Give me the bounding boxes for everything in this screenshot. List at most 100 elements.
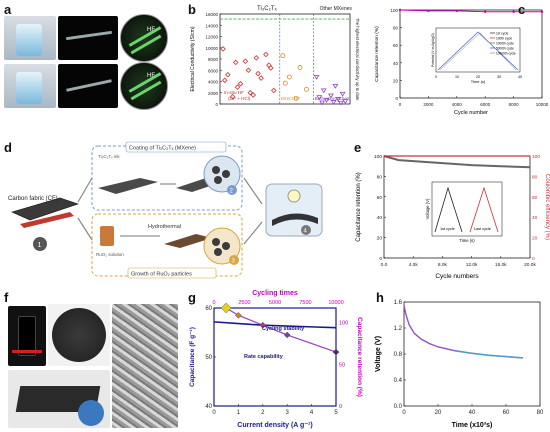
b-group-label-both: Both approaches [315, 96, 350, 101]
b-group-label-directhf: Direct HF [281, 96, 301, 101]
g-ylabel: Capacitance (F g⁻¹) [189, 327, 196, 387]
b-group-label-insitu-sub: (LiF + HCl) [228, 96, 251, 101]
panel-label-g: g [188, 290, 196, 305]
b-ytick-label: 12000 [205, 35, 218, 40]
step-3-marker [229, 255, 239, 265]
b-other-title: Other MXenes [320, 6, 353, 12]
e-ytick-label: 40 [377, 215, 383, 221]
c-inset-xtick: 30 [497, 75, 501, 79]
mxene-disc-photo [48, 304, 110, 366]
e-retention-line [383, 155, 531, 169]
b-point-directhf [282, 80, 288, 86]
step-1-marker [33, 237, 47, 251]
b-point-insitu [225, 71, 231, 78]
g-xtick-label: 2 [261, 410, 265, 416]
b-ytick-label: 16000 [205, 12, 218, 17]
h-xtick-label: 20 [435, 410, 442, 416]
coating-label: Coating of Ti₃C₂Tₓ (MXene) [129, 146, 196, 152]
step-2-marker [227, 185, 237, 195]
b-point-both [313, 75, 320, 80]
b-point-both [332, 84, 339, 89]
ruo2-fabric [164, 234, 212, 248]
b-point-both [337, 100, 344, 106]
b-point-directhf [297, 65, 303, 70]
g-title: Cycling times [252, 290, 298, 297]
c-xtick-label: 10000 [536, 102, 549, 107]
e-right-tick-label: 20 [532, 236, 538, 242]
c-xtick-label: 6000 [480, 102, 491, 107]
e-ylabel-left: Capacitance retention (%) [356, 172, 362, 241]
panel-c: c 0 20 40 60 80 100 0 2000 4000 6000 8000 10000 Capa… [370, 0, 550, 118]
b-ytick-label: 0 [215, 102, 218, 107]
b-ytick-label: 6000 [208, 68, 219, 73]
step-3-label: 3 [232, 259, 236, 265]
g-xtick-label: 1 [237, 410, 241, 416]
b-annotation: The highest electrical conductivity up t… [355, 18, 360, 101]
b-ytick-label: 2000 [208, 91, 219, 96]
step-4-marker [301, 225, 311, 235]
growth-title-box [127, 267, 217, 279]
panel-label-a: a [4, 2, 12, 17]
g-top-tick-label: 10000 [328, 300, 343, 306]
c-inset-curve [437, 31, 519, 71]
h-xlabel: Time (x10³s) [452, 422, 493, 429]
c-inset-xtick: 20 [476, 75, 480, 79]
h-voltage-line [403, 305, 524, 359]
b-point-both [339, 91, 346, 97]
vial-photo-bottom [4, 64, 56, 108]
b-point-insitu [271, 87, 277, 94]
e-xtick-label: 4.0k [409, 262, 419, 268]
e-inset-label-last: Last cycle [474, 227, 491, 231]
ruo2-fiber-2 [222, 242, 230, 250]
c-ytick-label: 100 [390, 8, 398, 13]
e-ylabel-right: Coulombic efficiency (%) [544, 174, 550, 240]
ink-vial-photo [8, 306, 46, 366]
b-ytick-label: 14000 [205, 23, 218, 28]
e-inset-label-first: 1st cycle [440, 227, 455, 231]
e-xtick-label: 12.0k [466, 262, 478, 268]
c-inset-xtick: 40 [518, 75, 522, 79]
h-ytick-label: 0.4 [394, 378, 403, 384]
b-point-insitu [247, 89, 253, 96]
e-right-tick-label: 80 [532, 174, 538, 180]
c-inset-legend-label: 100th cycle [496, 37, 512, 41]
h-xtick-label: 0 [402, 410, 406, 416]
h-ytick-label: 0.8 [394, 352, 403, 358]
c-retention-point [484, 10, 487, 13]
hf-label-top: HF [147, 27, 155, 33]
b-title: Ti₃C₂Tₓ [257, 6, 277, 12]
c-inset-xtick: 10 [455, 75, 459, 79]
g-xlabel: Current density (A g⁻¹) [237, 422, 312, 429]
ruo2-beaker [100, 226, 114, 246]
carbon-fabric-strip [20, 212, 74, 228]
g-top-tick-label: 7500 [299, 300, 311, 306]
mxene-fiber-3 [214, 176, 222, 184]
e-xtick-label: 0.0 [381, 262, 388, 268]
c-inset-xlabel: Time (s) [471, 79, 486, 84]
e-right-tick-label: 100 [532, 154, 540, 160]
g-annotation-rate: Rate capability [244, 354, 284, 360]
b-point-insitu [258, 75, 264, 81]
c-ytick-label: 0 [395, 96, 398, 101]
fiber-photo-bottom [58, 64, 118, 108]
g-annotation-cycling: Cycling stability [262, 326, 305, 332]
panel-d: d Carbon fabric (CF) 1 Coating of Ti₃C₂T… [0, 140, 346, 280]
h-xtick-label: 60 [503, 410, 510, 416]
c-xtick-label: 4000 [452, 102, 463, 107]
h-ylabel: Voltage (V) [375, 336, 382, 372]
c-inset-legend-label: 1000th cycle [496, 42, 514, 46]
arrow-to-growth [77, 217, 93, 241]
h-ytick-label: 1.6 [394, 300, 403, 306]
sem-image [112, 304, 178, 428]
coated-fabric [98, 178, 158, 194]
c-inset-xtick: 0 [435, 75, 437, 79]
g-right-tick-label: 0 [339, 404, 342, 410]
g-ylabel-right: Capacitance retention (%) [356, 317, 363, 397]
e-inset-last-cycle [469, 186, 499, 233]
panel-h: h 0.0 0.4 0.8 1.2 1.6 0 20 40 60 80 Voltage (V) Tim… [370, 288, 550, 432]
b-ytick-label: 4000 [208, 80, 219, 85]
c-inset-frame [435, 27, 521, 73]
vial-photo-top [4, 16, 56, 60]
g-xtick-label: 4 [310, 410, 314, 416]
